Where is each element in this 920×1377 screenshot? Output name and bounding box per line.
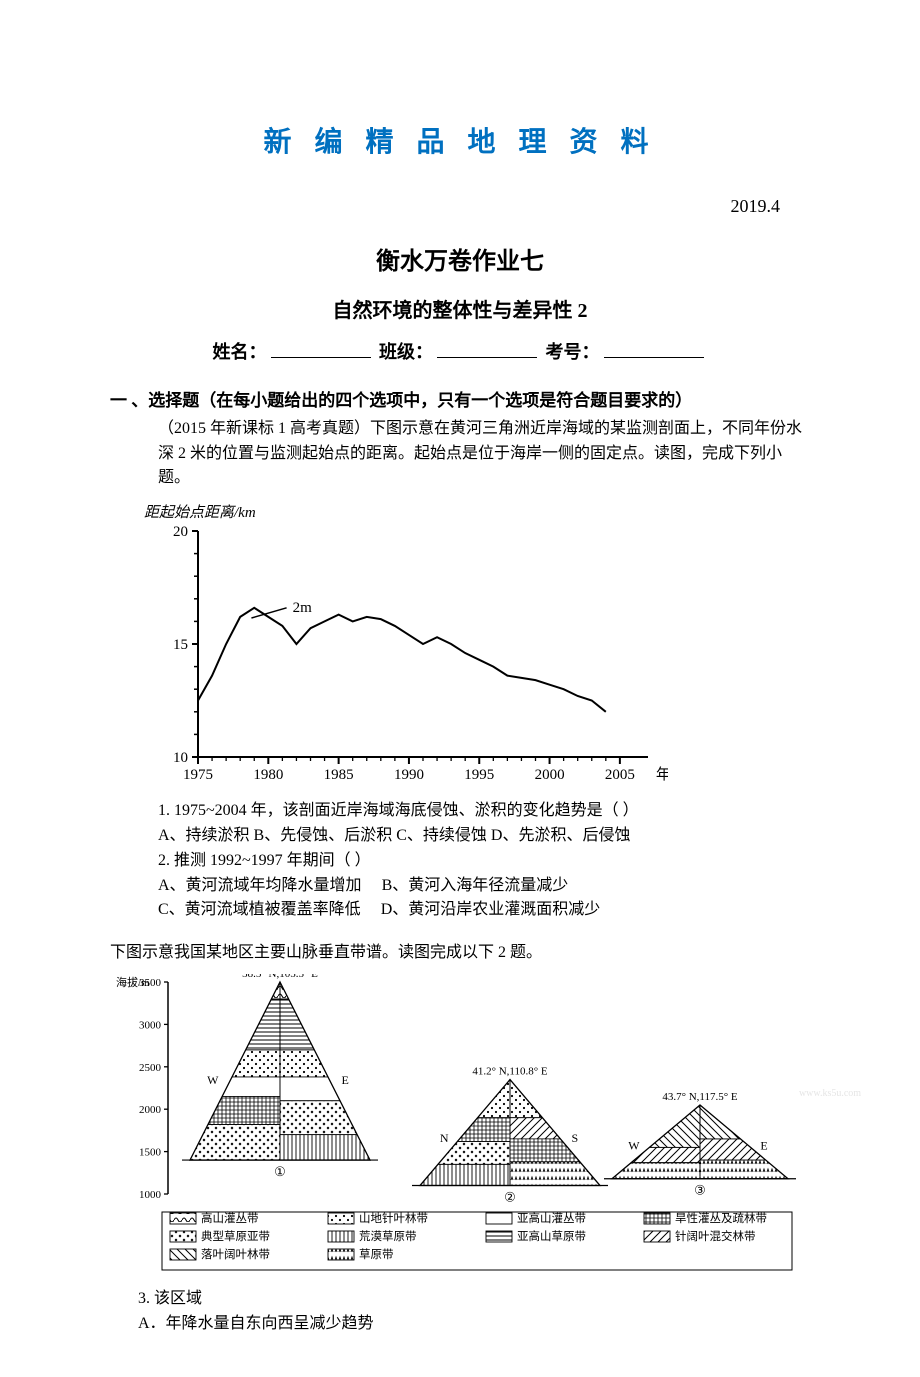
svg-text:1995: 1995 — [464, 767, 494, 783]
svg-text:荒漠草原带: 荒漠草原带 — [359, 1230, 417, 1243]
svg-text:针阔叶混交林带: 针阔叶混交林带 — [675, 1229, 756, 1243]
svg-text:2000: 2000 — [139, 1104, 162, 1116]
svg-text:1975: 1975 — [183, 767, 213, 783]
svg-text:②: ② — [504, 1189, 516, 1204]
svg-text:2m: 2m — [293, 600, 313, 616]
svg-text:2000: 2000 — [535, 767, 565, 783]
q1-stem: 1. 1975~2004 年，该剖面近岸海域海底侵蚀、淤积的变化趋势是（ ） — [158, 799, 810, 824]
mountain-diagram-block: 海拔/m10001500200025003000350038.5° N,105.… — [110, 974, 810, 1279]
svg-text:1985: 1985 — [324, 767, 354, 783]
svg-text:年: 年 — [656, 766, 668, 783]
svg-text:3500: 3500 — [139, 977, 162, 989]
name-label: 姓名： — [213, 342, 267, 362]
sub-title: 自然环境的整体性与差异性 2 — [110, 294, 810, 323]
q2-stem: 2. 推测 1992~1997 年期间（ ） — [158, 849, 810, 874]
svg-text:山地针叶林带: 山地针叶林带 — [359, 1211, 428, 1225]
student-info-line: 姓名： 班级： 考号： — [110, 337, 810, 364]
svg-text:S: S — [572, 1131, 579, 1145]
svg-text:距起始点距离/km: 距起始点距离/km — [144, 504, 256, 521]
svg-text:落叶阔叶林带: 落叶阔叶林带 — [201, 1247, 270, 1261]
class-label: 班级： — [379, 342, 433, 362]
mountain-diagram-svg: 海拔/m10001500200025003000350038.5° N,105.… — [110, 974, 810, 1274]
svg-text:E: E — [342, 1073, 349, 1087]
q2-optC: C、黄河流域植被覆盖率降低 — [158, 901, 361, 918]
svg-text:3000: 3000 — [139, 1019, 162, 1031]
question-3: 3. 该区域 A．年降水量自东向西呈减少趋势 — [138, 1287, 810, 1337]
chart-line-svg: 距起始点距离/km 10 15 20 1975 1980 1985 1990 1995 2000 2… — [138, 501, 668, 791]
date: 2019.4 — [110, 196, 810, 217]
svg-text:典型草原亚带: 典型草原亚带 — [201, 1229, 270, 1243]
svg-text:20: 20 — [173, 524, 188, 540]
section-heading: 一 、选择题（在每小题给出的四个选项中，只有一个选项是符合题目要求的） — [110, 386, 810, 411]
examno-blank — [604, 337, 704, 358]
svg-text:1000: 1000 — [139, 1189, 162, 1201]
svg-text:1990: 1990 — [394, 767, 424, 783]
chart-line-block: 距起始点距离/km 10 15 20 1975 1980 1985 1990 1995 2000 2… — [138, 501, 810, 791]
svg-text:③: ③ — [694, 1183, 706, 1198]
svg-text:亚高山草原带: 亚高山草原带 — [517, 1229, 586, 1243]
q2-optA: A、黄河流域年均降水量增加 — [158, 877, 362, 894]
main-title: 新 编 精 品 地 理 资 料 — [110, 120, 810, 160]
svg-text:41.2° N,110.8° E: 41.2° N,110.8° E — [472, 1065, 548, 1077]
svg-text:W: W — [207, 1073, 219, 1087]
svg-text:38.5° N,105.5° E: 38.5° N,105.5° E — [242, 974, 318, 980]
q3-optA: A．年降水量自东向西呈减少趋势 — [138, 1312, 810, 1337]
section-intro: （2015 年新课标 1 高考真题）下图示意在黄河三角洲近岸海域的某监测剖面上，… — [158, 417, 810, 491]
q2-optB: B、黄河入海年径流量减少 — [382, 877, 569, 894]
svg-text:①: ① — [274, 1164, 286, 1179]
q1-options: A、持续淤积 B、先侵蚀、后淤积 C、持续侵蚀 D、先淤积、后侵蚀 — [158, 824, 810, 849]
name-blank — [271, 337, 371, 358]
svg-text:N: N — [440, 1131, 449, 1145]
svg-text:10: 10 — [173, 750, 188, 766]
svg-text:草原带: 草原带 — [359, 1248, 394, 1261]
intro-2: 下图示意我国某地区主要山脉垂直带谱。读图完成以下 2 题。 — [110, 941, 810, 966]
svg-text:15: 15 — [173, 637, 188, 653]
examno-label: 考号： — [546, 342, 600, 362]
doc-title: 衡水万卷作业七 — [110, 241, 810, 276]
class-blank — [437, 337, 537, 358]
svg-text:2500: 2500 — [139, 1062, 162, 1074]
svg-text:亚高山灌丛带: 亚高山灌丛带 — [517, 1211, 586, 1225]
svg-text:旱性灌丛及疏林带: 旱性灌丛及疏林带 — [675, 1211, 767, 1225]
svg-text:43.7° N,117.5° E: 43.7° N,117.5° E — [662, 1091, 738, 1103]
svg-text:1500: 1500 — [139, 1147, 162, 1159]
svg-text:2005: 2005 — [605, 767, 635, 783]
svg-text:1980: 1980 — [253, 767, 283, 783]
q3-stem: 3. 该区域 — [138, 1287, 810, 1312]
q2-optD: D、黄河沿岸农业灌溉面积减少 — [381, 901, 601, 918]
question-1: 1. 1975~2004 年，该剖面近岸海域海底侵蚀、淤积的变化趋势是（ ） A… — [158, 799, 810, 923]
svg-text:高山灌丛带: 高山灌丛带 — [201, 1211, 259, 1225]
svg-text:W: W — [628, 1139, 640, 1153]
svg-text:E: E — [760, 1139, 767, 1153]
